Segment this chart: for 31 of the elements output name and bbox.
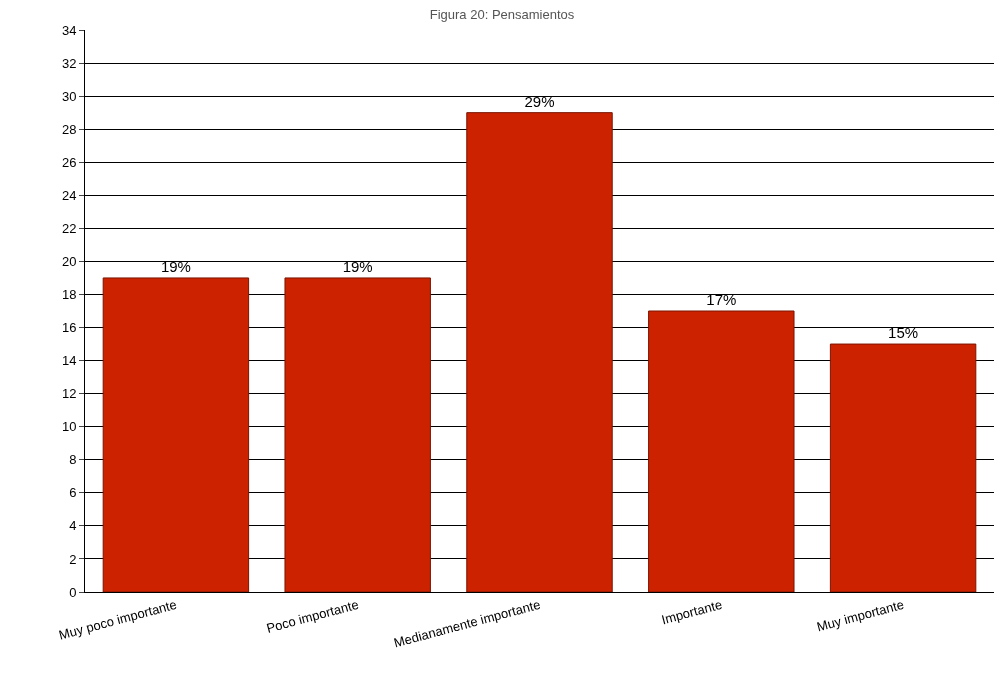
y-tick-label: 2 (69, 551, 77, 567)
data-label: 17% (706, 291, 737, 308)
y-tick-label: 16 (61, 320, 77, 336)
y-tick-label: 12 (61, 386, 77, 402)
y-tick-label: 18 (61, 287, 77, 303)
y-tick-label: 28 (61, 121, 77, 137)
bar (829, 343, 977, 592)
bar (466, 112, 613, 592)
data-label: 19% (160, 257, 191, 275)
y-tick-label: 14 (61, 353, 77, 369)
chart-title: Figura 20: Pensamientos (429, 7, 575, 23)
y-tick-label: 26 (61, 154, 77, 170)
bar (284, 277, 431, 592)
y-tick-label: 10 (61, 419, 77, 435)
y-tick-label: 6 (69, 485, 77, 501)
y-tick-label: 30 (61, 88, 77, 104)
x-tick-label: Importante (659, 596, 724, 628)
y-tick-label: 24 (61, 187, 77, 203)
bar (102, 277, 250, 592)
y-tick-label: 34 (61, 22, 77, 38)
y-tick-label: 22 (61, 220, 77, 236)
y-tick-label: 20 (61, 253, 77, 269)
y-tick-label: 8 (69, 452, 77, 468)
x-tick-label: Muy importante (815, 596, 906, 635)
x-tick-label: Poco importante (264, 596, 361, 636)
y-tick-label: 4 (69, 518, 77, 534)
data-label: 29% (524, 92, 555, 110)
data-label: 19% (342, 257, 373, 275)
y-tick-label: 32 (61, 55, 77, 71)
data-label: 15% (888, 324, 919, 342)
bar (648, 310, 795, 592)
